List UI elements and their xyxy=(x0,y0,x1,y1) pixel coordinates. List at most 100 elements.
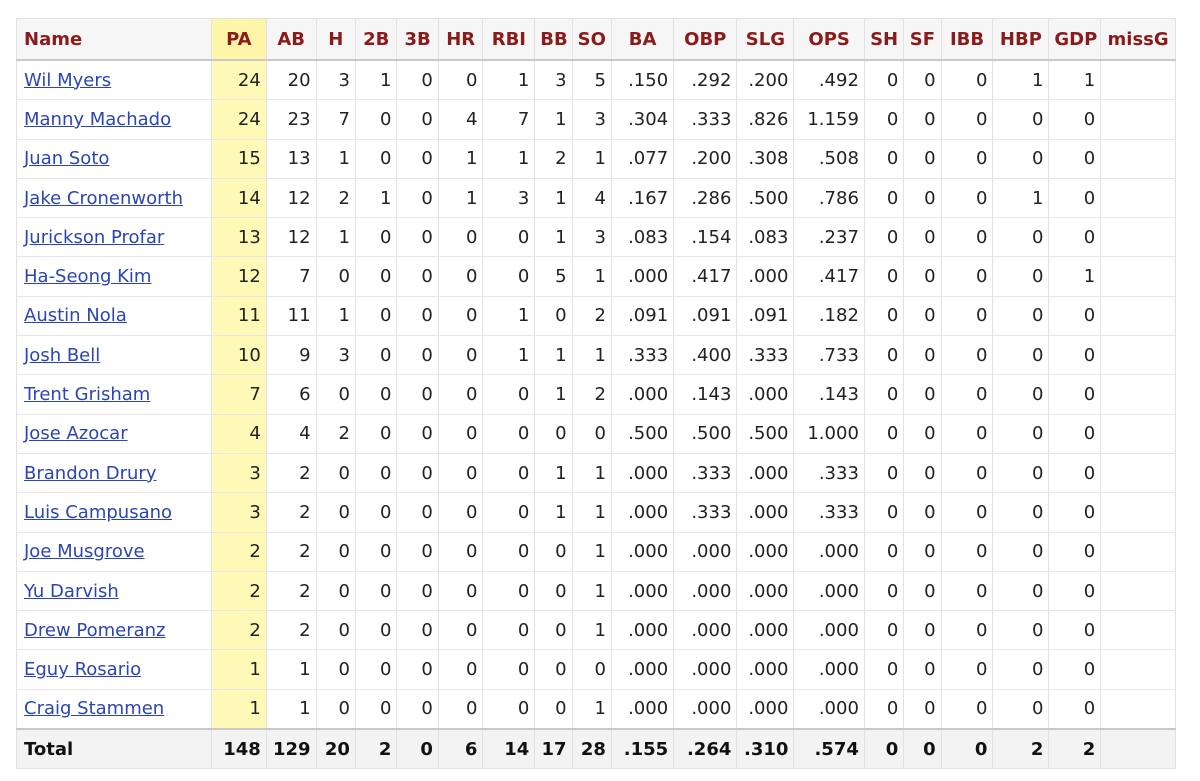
cell-obp: .292 xyxy=(673,59,738,101)
player-link[interactable]: Wil Myers xyxy=(24,69,112,91)
cell-sf: 0 xyxy=(903,649,942,690)
cell-sh: 0 xyxy=(863,177,905,219)
player-name-cell: Wil Myers xyxy=(16,59,212,101)
cell-3b: 0 xyxy=(396,492,439,533)
cell-obp: .333 xyxy=(673,452,738,494)
cell-bb: 1 xyxy=(534,217,573,258)
total-bb: 17 xyxy=(534,728,573,770)
player-link[interactable]: Jake Cronenworth xyxy=(24,187,183,209)
player-link[interactable]: Craig Stammen xyxy=(24,698,165,720)
cell-obp: .417 xyxy=(673,256,738,297)
cell-3b: 0 xyxy=(396,59,439,101)
column-header-slg[interactable]: SLG xyxy=(736,18,795,61)
cell-slg: .826 xyxy=(736,99,795,140)
cell-obp: .286 xyxy=(673,177,738,219)
cell-so: 3 xyxy=(571,217,612,258)
column-header-sh[interactable]: SH xyxy=(863,18,905,61)
cell-ba: .000 xyxy=(610,492,675,533)
cell-obp: .000 xyxy=(673,688,738,730)
cell-2b: 1 xyxy=(354,59,398,101)
player-link[interactable]: Jose Azocar xyxy=(24,423,128,445)
cell-pa: 24 xyxy=(210,59,267,101)
column-header-obp[interactable]: OBP xyxy=(673,18,738,61)
table-row: Joe Musgrove 2 2 0 0 0 0 0 0 1.000.000.000.000 0 0 0… xyxy=(16,531,1176,572)
column-header-sf[interactable]: SF xyxy=(903,18,942,61)
cell-ops: .417 xyxy=(793,256,865,297)
cell-bb: 2 xyxy=(534,138,573,179)
cell-ab: 11 xyxy=(265,295,317,337)
player-link[interactable]: Juan Soto xyxy=(24,148,110,170)
cell-pa: 14 xyxy=(210,177,267,219)
cell-sh: 0 xyxy=(863,452,905,494)
column-header-h[interactable]: H xyxy=(315,18,356,61)
table-row: Eguy Rosario 1 1 0 0 0 0 0 0 0.000.000.000.000 0 0 0… xyxy=(16,649,1176,690)
player-name-cell: Joe Musgrove xyxy=(16,531,212,572)
total-label: Total xyxy=(16,728,212,770)
column-header-hr[interactable]: HR xyxy=(437,18,484,61)
cell-ab: 2 xyxy=(265,610,317,651)
cell-bb: 0 xyxy=(534,649,573,690)
column-header-name[interactable]: Name xyxy=(16,18,212,61)
cell-pa: 3 xyxy=(210,452,267,494)
table-row: Trent Grisham 7 6 0 0 0 0 0 1 2.000.143.000.143 0 0… xyxy=(16,374,1176,415)
cell-missg xyxy=(1100,99,1176,140)
cell-so: 1 xyxy=(571,256,612,297)
cell-missg xyxy=(1100,217,1176,258)
column-header-gdp[interactable]: GDP xyxy=(1048,18,1102,61)
player-link[interactable]: Austin Nola xyxy=(24,305,127,327)
column-header-ba[interactable]: BA xyxy=(610,18,675,61)
column-header-bb[interactable]: BB xyxy=(534,18,573,61)
cell-ops: .143 xyxy=(793,374,865,415)
cell-ba: .000 xyxy=(610,688,675,730)
player-link[interactable]: Jurickson Profar xyxy=(24,226,165,248)
cell-missg xyxy=(1100,256,1176,297)
player-link[interactable]: Drew Pomeranz xyxy=(24,619,166,641)
table-row: Jose Azocar 4 4 2 0 0 0 0 0 0.500.500.500 1.000 0 0 0… xyxy=(16,413,1176,454)
cell-so: 4 xyxy=(571,177,612,219)
table-row: Wil Myers 24 20 3 1 0 0 1 3 5.150.292.200.492 0 0 0 1… xyxy=(16,59,1176,101)
player-link[interactable]: Manny Machado xyxy=(24,108,172,130)
column-header-ops[interactable]: OPS xyxy=(793,18,865,61)
column-header-hbp[interactable]: HBP xyxy=(992,18,1050,61)
cell-obp: .091 xyxy=(673,295,738,337)
cell-so: 1 xyxy=(571,610,612,651)
player-link[interactable]: Trent Grisham xyxy=(24,384,151,406)
player-link[interactable]: Brandon Drury xyxy=(24,462,157,484)
cell-2b: 0 xyxy=(354,413,398,454)
batting-stats-table: Name PA AB H 2B 3B HR RBI BB SO BA OBP SLG OPS SH SF IBB… xyxy=(16,18,1176,770)
cell-hbp: 0 xyxy=(992,138,1050,179)
player-link[interactable]: Yu Darvish xyxy=(24,580,119,602)
column-header-3b[interactable]: 3B xyxy=(396,18,439,61)
player-link[interactable]: Eguy Rosario xyxy=(24,659,142,681)
player-link[interactable]: Ha-Seong Kim xyxy=(24,266,152,288)
cell-3b: 0 xyxy=(396,295,439,337)
cell-sh: 0 xyxy=(863,335,905,376)
total-sh: 0 xyxy=(863,728,905,770)
cell-gdp: 0 xyxy=(1048,531,1102,572)
cell-so: 1 xyxy=(571,531,612,572)
cell-missg xyxy=(1100,413,1176,454)
column-header-pa[interactable]: PA xyxy=(210,18,267,61)
cell-slg: .083 xyxy=(736,217,795,258)
player-name-cell: Jose Azocar xyxy=(16,413,212,454)
table-row: Drew Pomeranz 2 2 0 0 0 0 0 0 1.000.000.000.000 0 0… xyxy=(16,610,1176,651)
column-header-rbi[interactable]: RBI xyxy=(482,18,536,61)
column-header-so[interactable]: SO xyxy=(571,18,612,61)
player-link[interactable]: Josh Bell xyxy=(24,344,101,366)
column-header-2b[interactable]: 2B xyxy=(354,18,398,61)
column-header-ab[interactable]: AB xyxy=(265,18,317,61)
cell-slg: .500 xyxy=(736,413,795,454)
column-header-missg[interactable]: missG xyxy=(1100,18,1176,61)
cell-ops: .000 xyxy=(793,610,865,651)
player-link[interactable]: Joe Musgrove xyxy=(24,541,145,563)
cell-hbp: 0 xyxy=(992,99,1050,140)
cell-ibb: 0 xyxy=(940,452,994,494)
cell-gdp: 0 xyxy=(1048,610,1102,651)
total-hr: 6 xyxy=(437,728,484,770)
cell-ab: 1 xyxy=(265,688,317,730)
cell-sf: 0 xyxy=(903,256,942,297)
player-link[interactable]: Luis Campusano xyxy=(24,501,173,523)
column-header-ibb[interactable]: IBB xyxy=(940,18,994,61)
cell-pa: 15 xyxy=(210,138,267,179)
cell-rbi: 0 xyxy=(482,531,536,572)
